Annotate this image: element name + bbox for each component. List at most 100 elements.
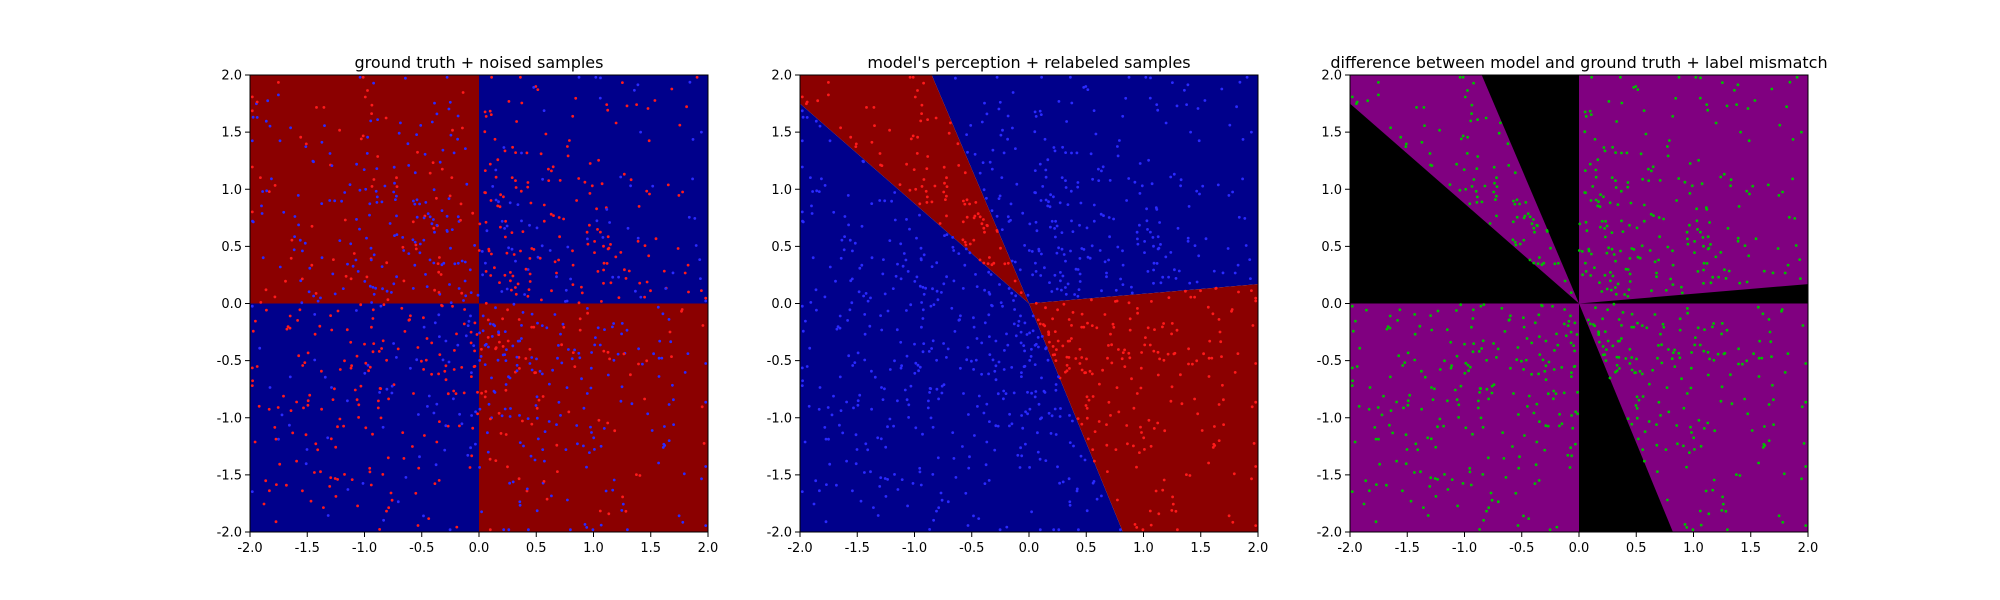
relabeled-point [939,491,943,495]
relabeled-point [800,384,804,387]
sample-point [596,228,599,231]
x-tick-label: -1.0 [352,541,377,556]
sample-point [652,352,655,356]
relabeled-point [1196,412,1200,416]
relabeled-point [987,313,991,317]
sample-point [494,306,497,310]
mismatch-point [1368,489,1371,493]
sample-point [457,287,461,290]
sample-point [667,439,671,442]
relabeled-point [1236,263,1240,267]
x-tick-label: 0.0 [469,541,490,556]
relabeled-point [991,148,995,152]
mismatch-point [1476,118,1479,121]
sample-point [447,197,451,201]
sample-point [388,222,392,225]
relabeled-point [1237,215,1241,219]
sample-point [334,495,338,498]
relabeled-point [1095,497,1099,501]
sample-point [300,301,304,305]
mismatch-point [1449,366,1453,370]
sample-point [520,219,523,223]
mismatch-point [1524,201,1528,204]
relabeled-point [1054,383,1058,386]
sample-point [370,112,373,115]
sample-point [434,463,438,467]
mismatch-point [1675,199,1678,202]
mismatch-point [1746,412,1750,416]
relabeled-point [876,514,880,517]
sample-point [309,499,313,503]
mismatch-point [1628,272,1632,276]
relabeled-point [1186,236,1190,240]
mismatch-point [1445,328,1449,332]
mismatch-point [1455,162,1458,166]
mismatch-point [1492,342,1495,345]
sample-point [438,353,442,356]
relabeled-point [1057,528,1061,532]
mismatch-point [1522,325,1526,329]
mismatch-point [1558,424,1561,428]
relabeled-point [1095,326,1099,330]
mismatch-point [1645,326,1649,330]
mismatch-point [1553,262,1557,266]
relabeled-point [921,350,925,354]
mismatch-point [1508,318,1511,321]
region-model-red-lower-right [1029,284,1258,532]
mismatch-point [1571,426,1575,430]
mismatch-point [1685,526,1689,529]
relabeled-point [848,308,852,312]
relabeled-point [1127,177,1131,180]
mismatch-point [1470,185,1474,188]
relabeled-point [945,356,948,359]
sample-point [473,349,476,353]
relabeled-point [954,476,958,479]
mismatch-point [1518,202,1521,206]
sample-point [451,304,454,308]
sample-point [489,417,492,421]
mismatch-point [1589,274,1593,277]
sample-point [523,293,526,296]
mismatch-point [1615,369,1619,373]
sample-point [651,184,655,188]
sample-point [544,132,548,136]
relabeled-point [1102,214,1105,218]
relabeled-point [1060,176,1064,180]
mismatch-point [1632,325,1636,329]
mismatch-point [1694,75,1698,79]
sample-point [380,265,384,268]
relabeled-point [1152,244,1155,248]
relabeled-point [1233,371,1237,374]
mismatch-point [1497,131,1501,135]
relabeled-point [863,358,867,362]
relabeled-point [1075,151,1079,155]
sample-point [293,235,296,239]
relabeled-point [1067,477,1071,481]
relabeled-point [1112,217,1115,221]
relabeled-point [1019,291,1023,294]
relabeled-point [995,75,999,79]
sample-point [691,138,695,141]
x-tick-label: 2.0 [698,541,719,556]
relabeled-point [880,386,883,389]
mismatch-point [1626,181,1630,184]
relabeled-point [828,462,832,466]
mismatch-point [1576,390,1579,394]
mismatch-point [1524,358,1528,362]
mismatch-point [1678,328,1682,332]
relabeled-point [976,212,980,216]
sample-point [643,397,646,401]
relabeled-point [922,178,926,181]
relabeled-point [1002,389,1006,393]
sample-point [667,318,671,321]
mismatch-point [1696,228,1699,231]
relabeled-point [988,420,991,423]
relabeled-point [1006,261,1010,265]
mismatch-point [1804,524,1808,527]
relabeled-point [1152,268,1155,272]
relabeled-point [1062,253,1066,256]
mismatch-point [1712,322,1715,325]
relabeled-point [1128,328,1132,332]
mismatch-point [1537,313,1541,317]
sample-point [562,325,566,329]
